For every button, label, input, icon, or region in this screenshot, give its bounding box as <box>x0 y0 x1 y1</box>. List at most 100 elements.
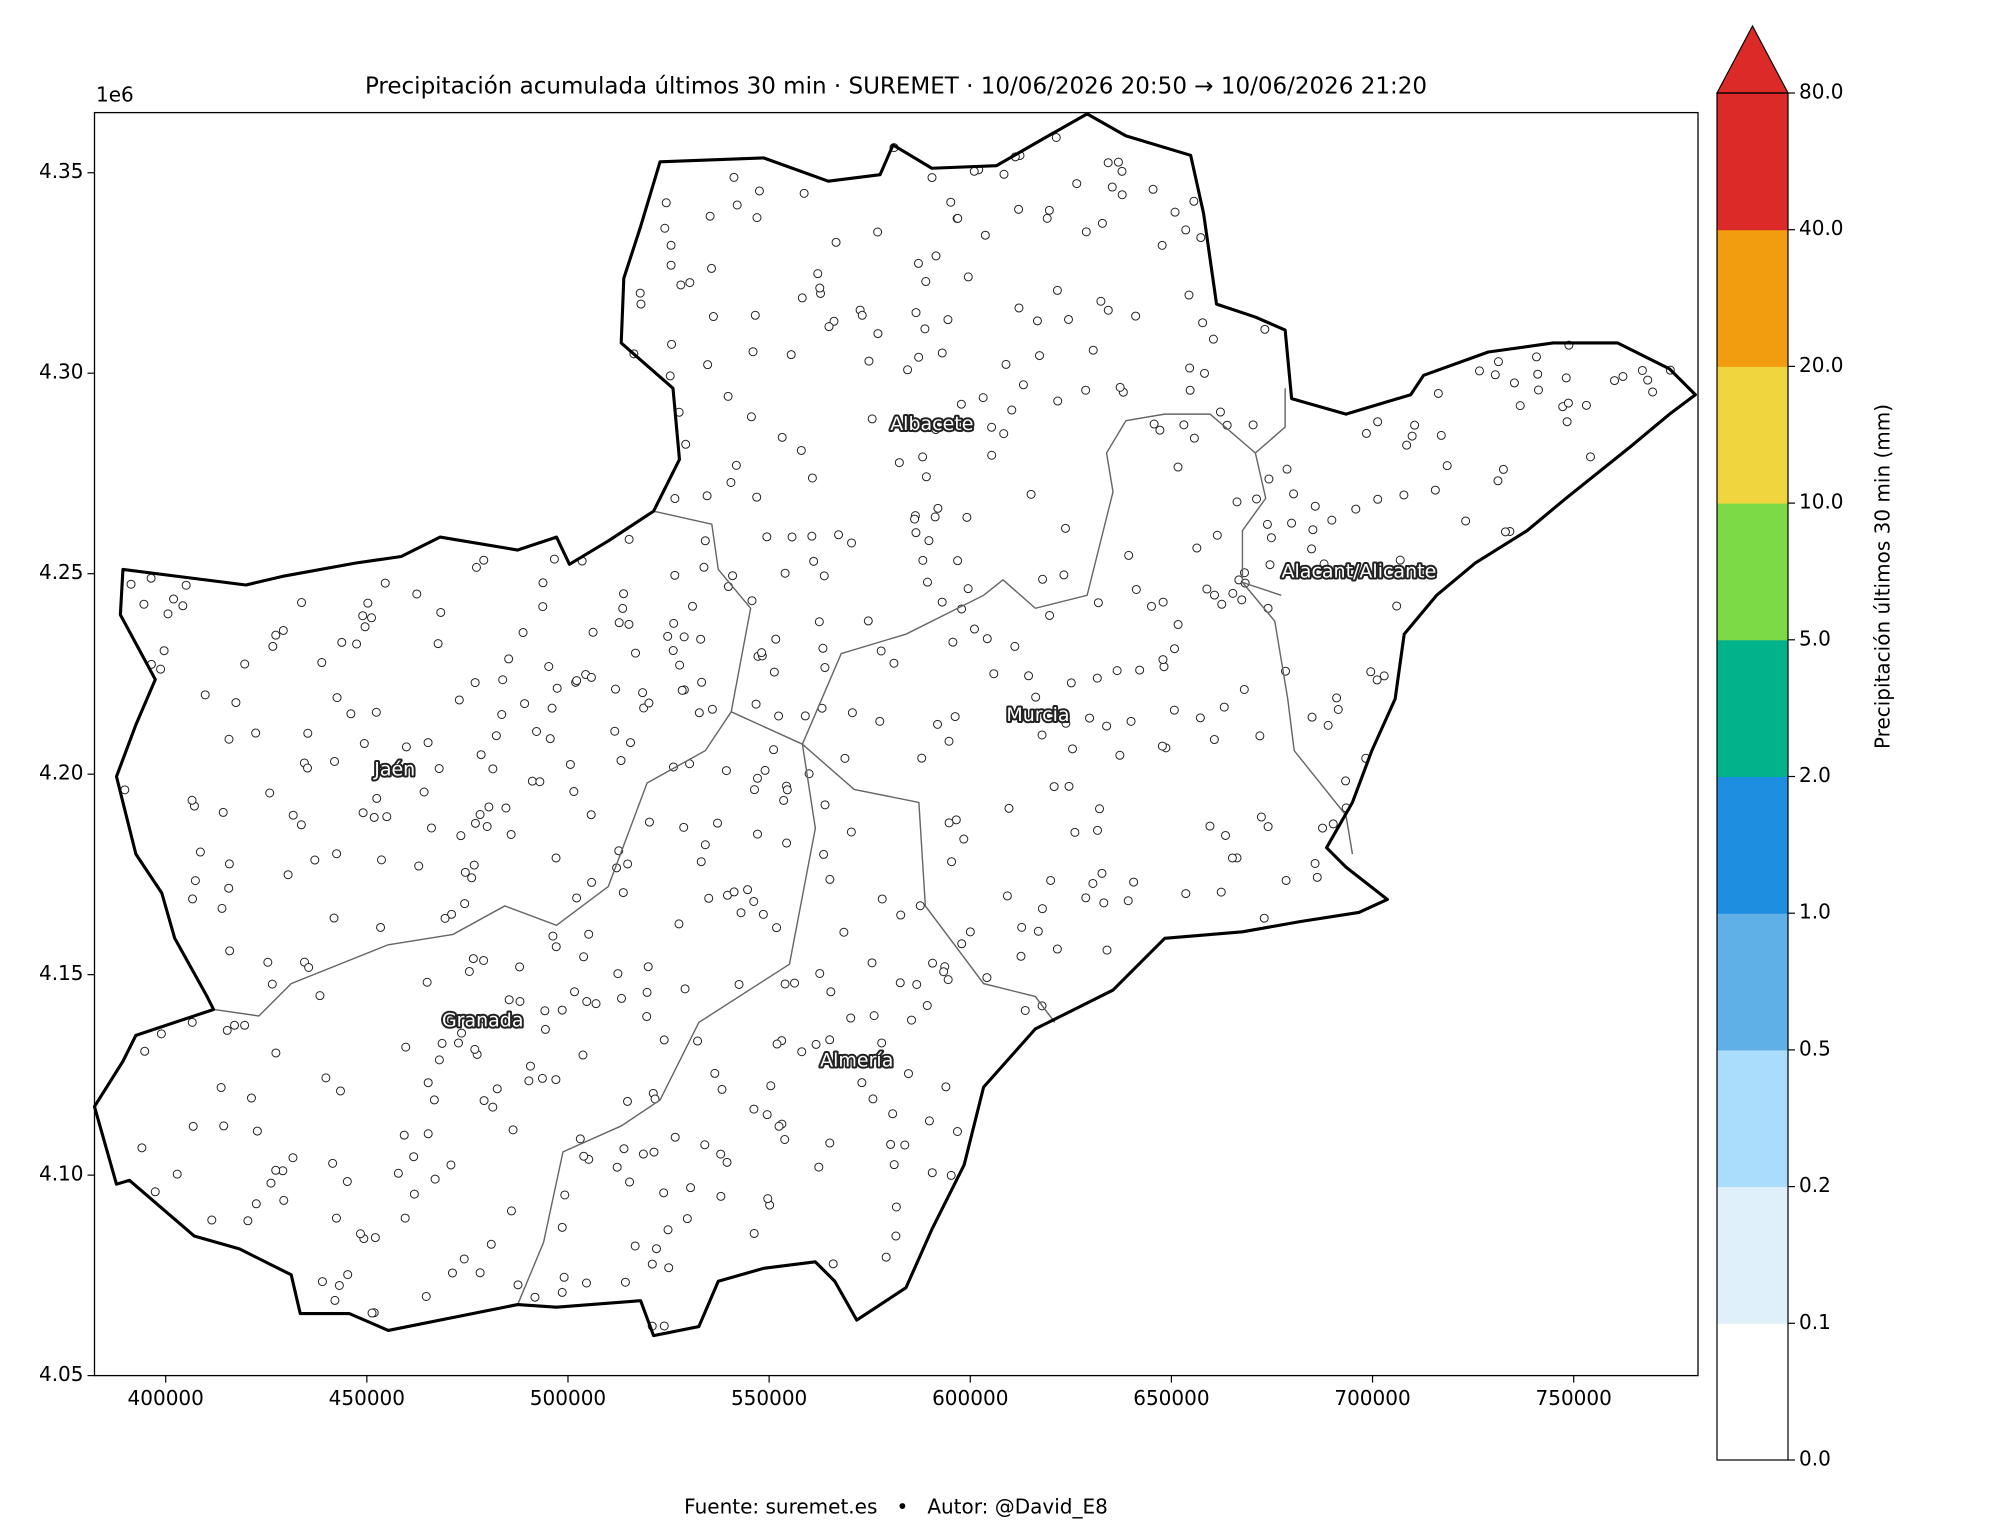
station <box>610 726 620 736</box>
station <box>328 1158 338 1168</box>
station <box>540 1006 550 1016</box>
station <box>1033 926 1043 936</box>
station <box>150 1187 160 1197</box>
station <box>819 571 829 581</box>
colorbar-tick-label: 0.5 <box>1799 1036 1831 1060</box>
station <box>931 251 941 261</box>
station <box>560 1190 570 1200</box>
station <box>409 1152 419 1162</box>
station <box>700 840 710 850</box>
station <box>1179 420 1189 430</box>
station <box>623 859 633 869</box>
station <box>1112 666 1122 676</box>
station <box>752 773 762 783</box>
station <box>371 707 381 717</box>
station <box>1610 376 1620 386</box>
station <box>663 631 673 641</box>
colorbar-tick-label: 80.0 <box>1799 80 1844 104</box>
station <box>342 1177 352 1187</box>
station <box>1366 667 1376 677</box>
station <box>779 795 789 805</box>
station <box>907 1015 917 1025</box>
station <box>820 663 830 673</box>
colorbar-tick-label: 0.0 <box>1799 1447 1831 1471</box>
station <box>989 669 999 679</box>
station <box>187 795 197 805</box>
station <box>941 1082 951 1092</box>
station <box>330 1295 340 1305</box>
station <box>380 578 390 588</box>
station <box>889 1160 899 1170</box>
station <box>677 685 687 695</box>
station <box>1256 812 1266 822</box>
station <box>437 1038 447 1048</box>
station <box>504 995 514 1005</box>
station <box>1064 781 1074 791</box>
station <box>969 624 979 634</box>
station <box>470 678 480 688</box>
station <box>749 1104 759 1114</box>
colorbar-segment <box>1717 366 1788 504</box>
station <box>924 536 934 546</box>
station <box>635 288 645 298</box>
station <box>367 1308 377 1318</box>
station <box>401 1042 411 1052</box>
station <box>868 1094 878 1104</box>
station <box>372 793 382 803</box>
station <box>1037 904 1047 914</box>
station <box>1070 827 1080 837</box>
station <box>758 909 768 919</box>
station <box>181 580 191 590</box>
station <box>824 322 834 332</box>
station <box>1252 494 1262 504</box>
station <box>614 618 624 628</box>
station <box>575 1134 585 1144</box>
station <box>1341 776 1351 786</box>
station <box>1014 204 1024 214</box>
y-tick-label: 4.30 <box>39 360 84 384</box>
station <box>888 1109 898 1119</box>
station <box>796 445 806 455</box>
station <box>343 1270 353 1280</box>
station <box>1220 830 1230 840</box>
station <box>947 857 957 867</box>
station <box>1173 620 1183 630</box>
station <box>959 834 969 844</box>
station <box>359 739 369 749</box>
station <box>891 1202 901 1212</box>
station <box>766 1081 776 1091</box>
station <box>1318 823 1328 833</box>
station <box>863 616 873 626</box>
station <box>317 658 327 668</box>
station <box>1237 595 1247 605</box>
station <box>780 1135 790 1145</box>
station <box>219 1121 229 1131</box>
y-tick-label: 4.10 <box>39 1162 84 1186</box>
station <box>331 1213 341 1223</box>
station <box>429 1095 439 1105</box>
station <box>1307 712 1317 722</box>
station <box>251 1199 261 1209</box>
station <box>459 1254 469 1264</box>
station <box>355 1229 365 1239</box>
station <box>240 659 250 669</box>
station <box>939 967 949 977</box>
station <box>1170 644 1180 654</box>
station <box>685 278 695 288</box>
station <box>1002 891 1012 901</box>
station <box>482 821 492 831</box>
station <box>928 958 938 968</box>
station <box>421 1291 431 1301</box>
station <box>728 571 738 581</box>
station <box>399 1130 409 1140</box>
station <box>488 1102 498 1112</box>
station <box>918 555 928 565</box>
station <box>549 554 559 564</box>
station <box>1053 396 1063 406</box>
station <box>360 622 370 632</box>
station <box>330 756 340 766</box>
station <box>187 1017 197 1027</box>
station <box>1333 704 1343 714</box>
station <box>675 660 685 670</box>
station <box>486 1239 496 1249</box>
